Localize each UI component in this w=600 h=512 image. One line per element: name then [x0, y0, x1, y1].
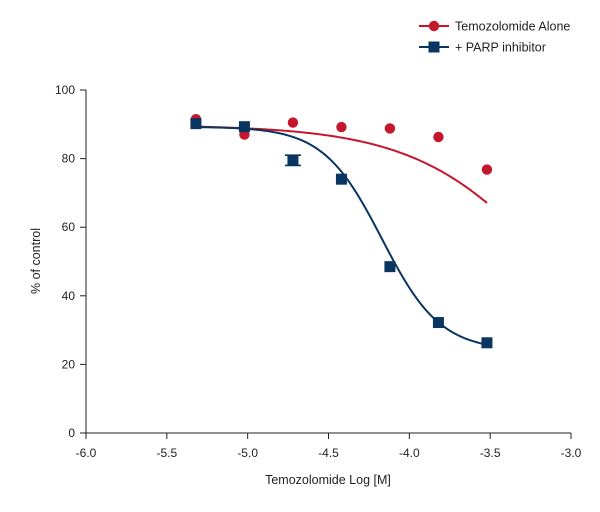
data-point-series-1 [433, 131, 444, 143]
data-point-series-2 [384, 261, 396, 273]
x-axis-title: Temozolomide Log [M] [265, 473, 391, 487]
fit-curves [195, 125, 488, 346]
x-tick-label: -4.5 [318, 446, 339, 460]
data-point-series-2 [481, 337, 493, 349]
axes: -6.0 -5.5 -5.0 -4.5 -4.0 -3.5 -3.0 0 20 40 60 80 100 [55, 83, 582, 460]
data-point-series-2 [190, 118, 202, 130]
y-tick-label: 0 [68, 426, 75, 440]
legend-marker-series-1 [428, 20, 440, 32]
data-point-series-1 [384, 123, 396, 134]
y-axis-title: % of control [29, 228, 43, 294]
x-tick-label: -4.0 [399, 446, 420, 460]
y-tick-label: 40 [62, 289, 76, 303]
data-point-series-1 [481, 164, 493, 175]
data-point-series-2 [432, 317, 444, 329]
data-point-series-2 [238, 121, 250, 133]
x-tick-label: -6.0 [76, 446, 97, 460]
y-tick-label: 100 [55, 83, 75, 97]
y-tick-label: 20 [62, 357, 76, 371]
legend: Temozolomide Alone + PARP inhibitor [419, 20, 570, 55]
x-tick-label: -5.5 [156, 446, 177, 460]
data-point-series-1 [336, 121, 347, 133]
x-tick-label: -5.0 [237, 446, 258, 460]
legend-marker-series-2 [428, 41, 440, 53]
legend-label-series-2: + PARP inhibitor [455, 41, 546, 55]
data-point-series-1 [287, 117, 299, 128]
data-point-series-2 [335, 173, 347, 185]
y-tick-label: 60 [62, 220, 76, 234]
x-tick-label: -3.0 [561, 446, 582, 460]
x-tick-label: -3.5 [480, 446, 501, 460]
data-point-series-2 [287, 154, 299, 166]
y-tick-label: 80 [62, 152, 76, 166]
fit-curve-series-2 [195, 126, 488, 346]
legend-label-series-1: Temozolomide Alone [455, 20, 570, 34]
data-markers [190, 113, 493, 349]
